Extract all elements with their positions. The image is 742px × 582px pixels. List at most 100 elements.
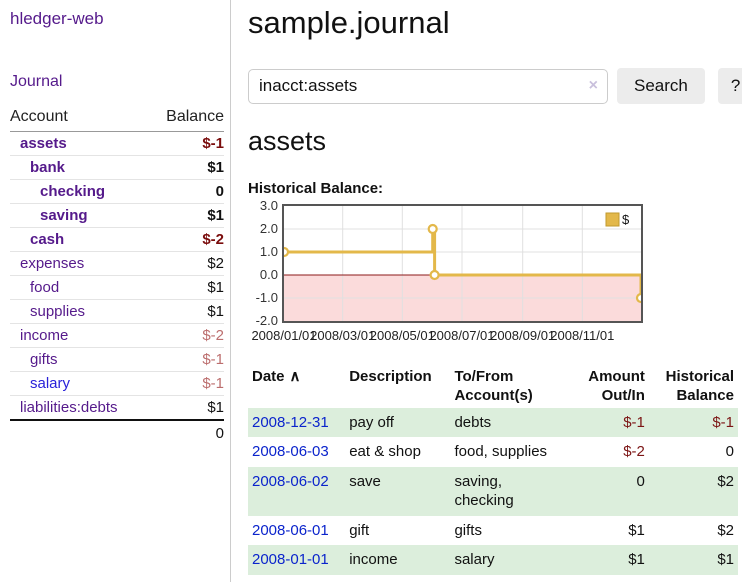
register-table: Date ∧ Description To/From Account(s) Amount… (248, 366, 738, 575)
account-balance: $-2 (149, 227, 224, 252)
account-row: bank $1 (10, 155, 224, 180)
account-balance: 0 (149, 179, 224, 204)
account-balance: $-1 (149, 371, 224, 396)
accounts-total-spacer (10, 419, 150, 446)
account-name-cell: income (10, 323, 150, 348)
y-axis-label: 2.0 (259, 221, 278, 236)
account-balance: $1 (149, 275, 224, 300)
account-name-cell: supplies (10, 299, 150, 324)
journal-link[interactable]: Journal (10, 73, 63, 90)
transaction-description: gift (349, 521, 370, 539)
transaction-row: 2008-06-01 gift gifts $1 $2 (248, 516, 738, 546)
account-row: supplies $1 (10, 299, 224, 324)
transaction-amount: 0 (636, 472, 645, 490)
account-link[interactable]: checking (40, 183, 106, 200)
accounts-header-account: Account (10, 106, 150, 132)
accounts-total-row: 0 (10, 419, 224, 446)
register-header-row: Date ∧ Description To/From Account(s) Amount… (248, 366, 738, 408)
accounts-table: Account Balance assets $-1 bank $1 checking 0… (10, 106, 224, 446)
transaction-date-cell: 2008-06-03 (248, 437, 345, 467)
account-balance: $-1 (202, 135, 224, 152)
x-axis-label: 2008/09/01 (490, 328, 556, 343)
transaction-row: 2008-06-02 save saving, checking 0 $2 (248, 466, 738, 516)
account-link[interactable]: saving (40, 207, 88, 224)
account-link[interactable]: food (30, 279, 60, 296)
account-link[interactable]: bank (30, 159, 66, 176)
transaction-date-link[interactable]: 2008-06-01 (252, 521, 329, 539)
transaction-accounts: gifts (454, 521, 482, 539)
account-row: assets $-1 (10, 132, 224, 156)
transaction-date-cell: 2008-06-02 (248, 467, 345, 516)
transaction-date-link[interactable]: 2008-06-02 (252, 472, 329, 490)
account-row: income $-2 (10, 323, 224, 348)
transaction-description: pay off (349, 413, 394, 431)
search-button[interactable]: Search (617, 68, 705, 104)
transaction-description: income (349, 551, 398, 568)
transaction-balance: $1 (717, 551, 734, 568)
chart-canvas: $ (282, 204, 643, 323)
column-header-balance: Historical Balance (665, 368, 734, 404)
search-input[interactable] (248, 68, 608, 104)
account-name-cell: expenses (10, 251, 150, 276)
account-balance: $-1 (149, 347, 224, 372)
account-name-cell: gifts (10, 347, 150, 372)
transaction-row: 2008-06-03 eat & shop food, supplies $-2 0 (248, 437, 738, 467)
account-balance: $1 (149, 155, 224, 180)
x-axis-label: 2008/05/01 (369, 328, 435, 343)
accounts-header-balance: Balance (149, 106, 224, 132)
transaction-balance: $-1 (712, 413, 734, 431)
account-row: checking 0 (10, 179, 224, 204)
account-link[interactable]: liabilities:debts (20, 399, 118, 416)
brand-link[interactable]: hledger-web (10, 9, 104, 28)
account-row: food $1 (10, 275, 224, 300)
account-name-cell: bank (10, 155, 150, 180)
transaction-description: eat & shop (349, 443, 421, 460)
account-link[interactable]: income (20, 327, 69, 344)
column-header-date[interactable]: Date ∧ (252, 368, 301, 385)
transaction-date-link[interactable]: 2008-06-03 (252, 443, 329, 460)
account-row: gifts $-1 (10, 347, 224, 372)
account-balance: $1 (149, 299, 224, 324)
account-name-cell: assets (10, 132, 149, 156)
page-title: sample.journal (248, 5, 450, 40)
account-link[interactable]: cash (30, 231, 65, 248)
transaction-balance: $2 (717, 521, 734, 539)
historical-balance-chart: $ 3.0 2.0 1.0 0.0 -1.0 -2.0 2008/01/01 2008/03/… (248, 199, 648, 354)
account-link[interactable]: gifts (30, 351, 58, 368)
search-box: × (248, 68, 608, 104)
x-axis-label: 2008/11/01 (550, 328, 615, 343)
x-axis-label: 2008/01/01 (251, 328, 317, 343)
transaction-date-cell: 2008-12-31 (248, 408, 345, 438)
account-name-cell: liabilities:debts (10, 395, 150, 420)
transaction-row: 2008-01-01 income salary $1 $1 (248, 545, 738, 575)
sidebar: hledger-web Journal Account Balance asse… (0, 0, 231, 582)
x-axis-label: 2008/07/01 (429, 328, 495, 343)
column-header-amount: Amount Out/In (588, 368, 645, 404)
svg-text:$: $ (622, 212, 630, 227)
account-link[interactable]: salary (30, 375, 71, 392)
x-axis-label: 2008/03/01 (310, 328, 376, 343)
account-balance: $-2 (149, 323, 224, 348)
transaction-date-link[interactable]: 2008-01-01 (252, 551, 329, 568)
help-button[interactable]: ? (717, 68, 742, 104)
account-row: liabilities:debts $1 (10, 395, 224, 420)
chart-title: Historical Balance: (248, 180, 384, 197)
account-link[interactable]: assets (20, 135, 67, 152)
account-link[interactable]: supplies (30, 303, 86, 320)
search-bar: × Search ? (248, 68, 742, 104)
transaction-accounts: salary (454, 551, 495, 568)
account-name-cell: food (10, 275, 150, 300)
account-link[interactable]: expenses (20, 255, 85, 272)
account-row: salary $-1 (10, 371, 224, 396)
account-balance: $2 (149, 251, 224, 276)
clear-search-icon[interactable]: × (588, 76, 598, 94)
sort-ascending-icon: ∧ (289, 368, 301, 385)
transaction-date-link[interactable]: 2008-12-31 (252, 413, 329, 431)
account-balance: $1 (149, 395, 224, 420)
account-heading: assets (248, 126, 327, 156)
y-axis-label: 1.0 (259, 244, 278, 259)
account-row: expenses $2 (10, 251, 224, 276)
accounts-total-value: 0 (149, 419, 224, 446)
transaction-accounts: food, supplies (454, 443, 548, 460)
